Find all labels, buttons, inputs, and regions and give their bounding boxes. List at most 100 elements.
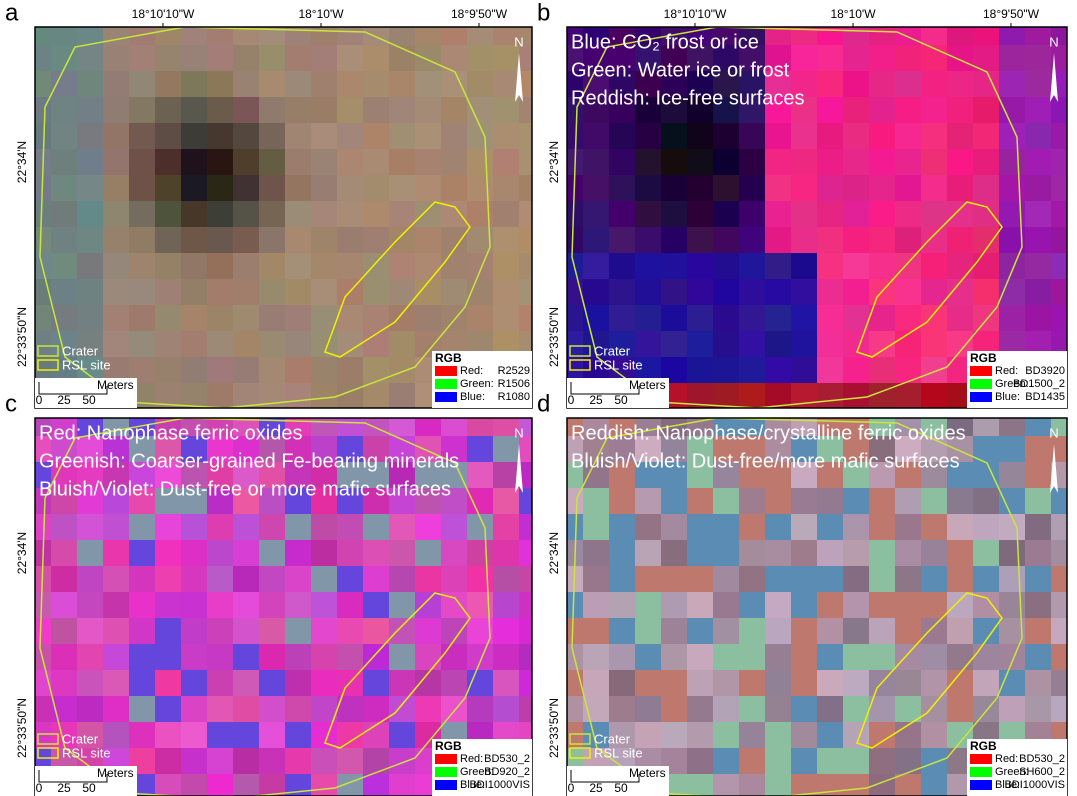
- pixel: [999, 19, 1026, 46]
- pixel: [207, 253, 234, 280]
- pixel: [389, 410, 416, 437]
- pixel: [609, 201, 636, 228]
- pixel: [1025, 670, 1052, 697]
- pixel: [51, 618, 78, 645]
- pixel: [921, 97, 948, 124]
- pixel: [739, 227, 766, 254]
- pixel: [635, 644, 662, 671]
- pixel: [661, 592, 688, 619]
- pixel: [687, 279, 714, 306]
- pixel: [843, 45, 870, 72]
- pixel: [181, 45, 208, 72]
- pixel: [233, 670, 260, 697]
- outline-label: RSL site: [594, 357, 643, 372]
- scale-tick: 0: [36, 781, 43, 795]
- pixel: [791, 227, 818, 254]
- pixel: [791, 175, 818, 202]
- pixel: [25, 592, 52, 619]
- scale-tick: 0: [568, 393, 575, 407]
- pixel: [259, 540, 286, 567]
- pixel: [207, 123, 234, 150]
- pixel: [687, 748, 714, 775]
- pixel: [869, 514, 896, 541]
- pixel: [713, 149, 740, 176]
- pixel: [895, 722, 922, 749]
- pixel: [389, 305, 416, 332]
- pixel: [363, 644, 390, 671]
- pixel: [441, 71, 468, 98]
- pixel: [999, 540, 1026, 567]
- pixel: [817, 592, 844, 619]
- pixel: [635, 305, 662, 332]
- pixel: [635, 540, 662, 567]
- pixel: [389, 618, 416, 645]
- pixel: [817, 331, 844, 358]
- pixel: [155, 331, 182, 358]
- pixel: [337, 279, 364, 306]
- pixel: [493, 488, 520, 515]
- pixel: [713, 748, 740, 775]
- pixel: [765, 253, 792, 280]
- pixel: [869, 45, 896, 72]
- pixel: [1051, 201, 1077, 228]
- pixel: [895, 279, 922, 306]
- pixel: [311, 279, 338, 306]
- pixel: [869, 279, 896, 306]
- pixel: [843, 618, 870, 645]
- pixel: [583, 149, 610, 176]
- pixel: [311, 566, 338, 593]
- pixel: [765, 722, 792, 749]
- pixel: [181, 331, 208, 358]
- lon-tick: 18°10'10"W: [132, 7, 195, 21]
- pixel: [1025, 644, 1052, 671]
- pixel: [843, 748, 870, 775]
- pixel: [77, 618, 104, 645]
- rgb-legend-title: RGB: [435, 351, 462, 365]
- pixel: [817, 618, 844, 645]
- pixel: [363, 357, 390, 384]
- pixel: [181, 71, 208, 98]
- pixel: [77, 97, 104, 124]
- pixel: [791, 253, 818, 280]
- pixel: [415, 644, 442, 671]
- pixel: [869, 357, 896, 384]
- pixel: [493, 670, 520, 697]
- pixel: [259, 566, 286, 593]
- pixel: [609, 540, 636, 567]
- outline-label: Crater: [594, 343, 631, 358]
- north-label: N: [514, 425, 523, 440]
- annotation: Reddish: Ice-free surfaces: [571, 87, 804, 109]
- pixel: [791, 540, 818, 567]
- pixel: [557, 670, 584, 697]
- pixel: [583, 123, 610, 150]
- pixel: [155, 201, 182, 228]
- pixel: [921, 305, 948, 332]
- pixel: [973, 71, 1000, 98]
- pixel: [77, 45, 104, 72]
- pixel: [999, 488, 1026, 515]
- pixel: [207, 774, 234, 796]
- pixel: [687, 670, 714, 697]
- rgb-band: R1506: [498, 378, 530, 390]
- pixel: [765, 670, 792, 697]
- pixel: [233, 618, 260, 645]
- pixel: [661, 696, 688, 723]
- pixel: [233, 45, 260, 72]
- scale-tick: 50: [614, 393, 628, 407]
- pixel: [921, 592, 948, 619]
- pixel: [765, 357, 792, 384]
- pixel: [843, 566, 870, 593]
- pixel: [259, 45, 286, 72]
- pixel: [765, 592, 792, 619]
- pixel: [817, 488, 844, 515]
- pixel: [285, 201, 312, 228]
- pixel: [817, 123, 844, 150]
- annotation: Green: Water ice or frost: [571, 59, 790, 81]
- pixel: [791, 331, 818, 358]
- pixel: [843, 722, 870, 749]
- pixel: [337, 123, 364, 150]
- pixel: [817, 201, 844, 228]
- pixel: [817, 670, 844, 697]
- pixel: [921, 618, 948, 645]
- pixel: [415, 592, 442, 619]
